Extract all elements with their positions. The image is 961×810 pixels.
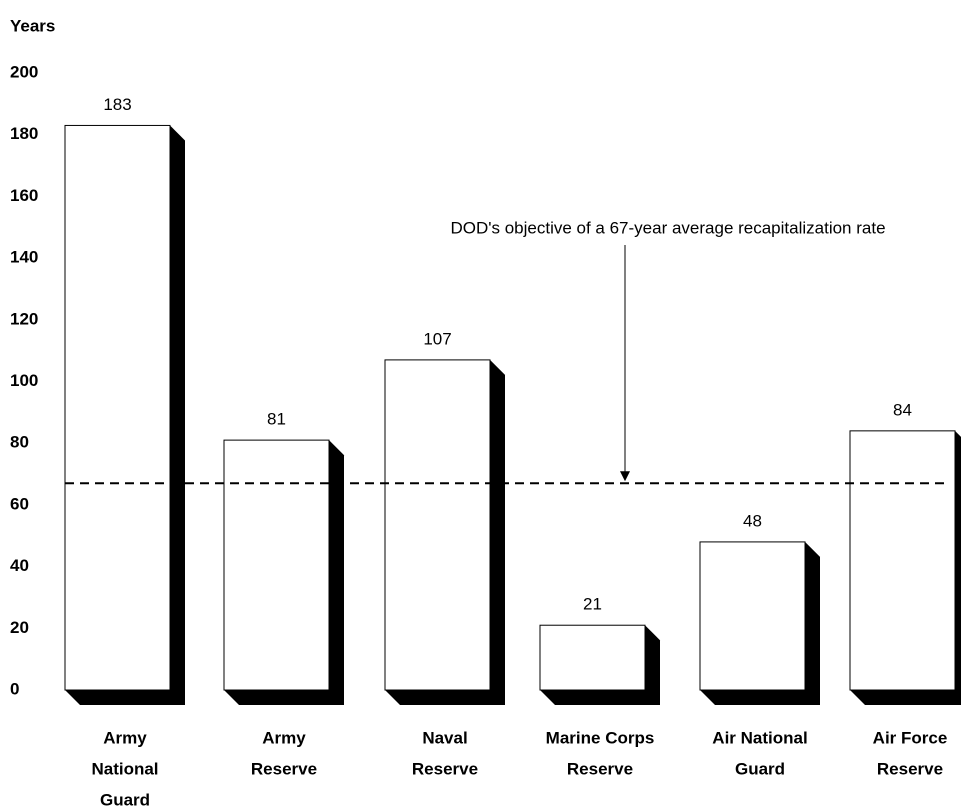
bar [539,624,646,691]
y-tick-label: 40 [10,556,29,575]
y-tick-label: 60 [10,494,29,513]
x-tick-label: Guard [735,759,785,778]
bar [849,430,956,691]
bar [699,541,806,691]
value-label: 21 [583,595,602,614]
y-axis-title: Years [10,16,55,35]
y-tick-label: 80 [10,433,29,452]
y-tick-label: 120 [10,309,38,328]
x-tick-label: Marine Corps [546,728,655,747]
x-tick-label: Reserve [251,759,317,778]
bar [223,439,330,691]
value-label: 48 [743,511,762,530]
x-tick-label: Air National [712,728,807,747]
x-tick-label: Guard [100,790,150,809]
bar [384,359,491,691]
value-label: 107 [423,329,451,348]
x-tick-label: Army [262,728,306,747]
x-tick-label: Naval [422,728,467,747]
x-tick-label: National [91,759,158,778]
value-label: 183 [103,95,131,114]
y-tick-label: 160 [10,186,38,205]
y-tick-label: 100 [10,371,38,390]
annotation: DOD's objective of a 67-year average rec… [450,218,885,237]
y-tick-label: 0 [10,679,19,698]
y-tick-label: 200 [10,62,38,81]
x-tick-label: Air Force [873,728,948,747]
y-tick-label: 20 [10,618,29,637]
value-label: 81 [267,410,286,429]
arrow-head [620,471,630,482]
value-label: 84 [893,400,912,419]
bar [64,124,171,691]
y-tick-label: 140 [10,248,38,267]
x-tick-label: Reserve [877,759,943,778]
x-tick-label: Reserve [412,759,478,778]
y-tick-label: 180 [10,124,38,143]
x-tick-label: Reserve [567,759,633,778]
x-tick-label: Army [103,728,147,747]
